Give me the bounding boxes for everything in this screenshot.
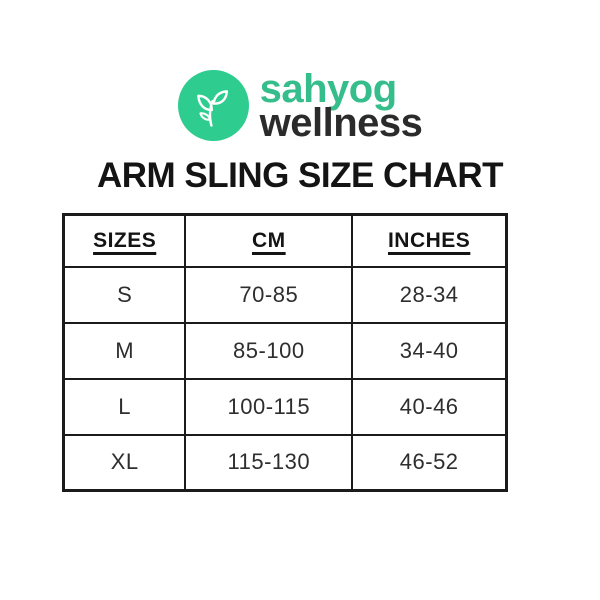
column-header-inches: INCHES [351,213,508,268]
column-header-sizes: SIZES [62,213,187,268]
inches-cell: 34-40 [351,321,508,380]
sprout-icon [177,70,249,141]
inches-cell: 40-46 [351,377,508,436]
size-cell: S [62,265,187,324]
inches-cell: 28-34 [351,265,508,324]
cm-cell: 100-115 [184,377,354,436]
cm-cell: 85-100 [184,321,354,380]
cm-cell: 115-130 [184,433,354,492]
table-row-m: M 85-100 34-40 [62,321,508,380]
page-title: ARM SLING SIZE CHART [96,156,504,195]
size-cell: XL [62,433,187,492]
cm-cell: 70-85 [184,265,354,324]
table-row-s: S 70-85 28-34 [62,265,508,324]
brand-name: sahyog wellness [259,66,423,145]
brand-name-line1: sahyog [259,66,398,111]
column-header-cm: CM [184,213,354,268]
table-row-l: L 100-115 40-46 [62,377,508,436]
brand-logo: sahyog wellness [0,66,600,145]
header-row: SIZES CM INCHES [62,213,508,268]
table-row-xl: XL 115-130 46-52 [62,433,508,492]
size-chart-table: SIZES CM INCHES S 70-85 28-34 M 85-100 3… [62,213,508,492]
size-cell: L [62,377,187,436]
size-cell: M [62,321,187,380]
inches-cell: 46-52 [351,433,508,492]
brand-name-line2: wellness [259,100,423,145]
